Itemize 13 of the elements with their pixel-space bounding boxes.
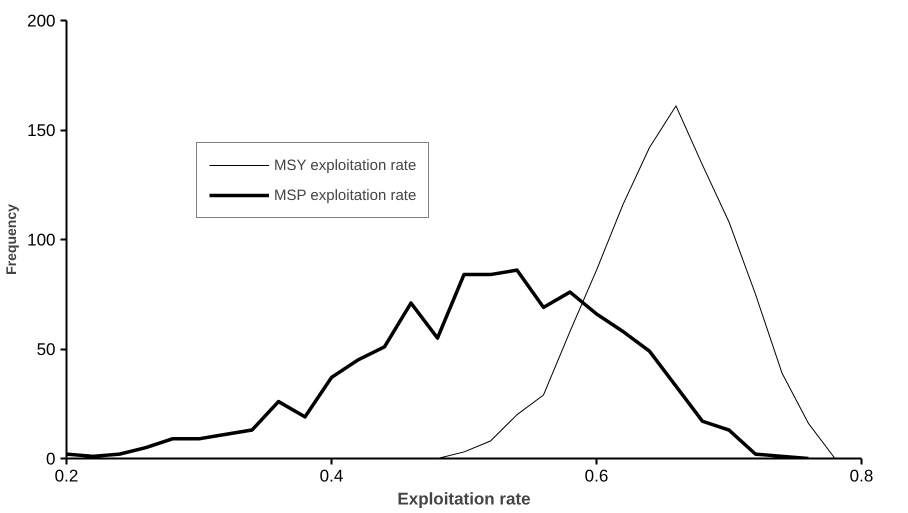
y-tick-label: 0	[46, 450, 56, 468]
y-tick-label: 50	[36, 340, 56, 359]
legend-label: MSP exploitation rate	[274, 186, 416, 204]
x-axis-title: Exploitation rate	[397, 490, 531, 508]
legend-label: MSY exploitation rate	[274, 156, 416, 174]
y-tick-label: 150	[27, 121, 56, 140]
x-tick-label: 0.2	[54, 466, 78, 486]
x-tick-label: 0.8	[850, 466, 874, 486]
x-tick-label: 0.4	[320, 466, 344, 486]
x-tick-label: 0.6	[584, 466, 608, 486]
y-tick-label: 200	[27, 12, 56, 30]
y-axis-title: Frequency	[3, 204, 20, 275]
y-tick-label: 100	[27, 230, 56, 250]
